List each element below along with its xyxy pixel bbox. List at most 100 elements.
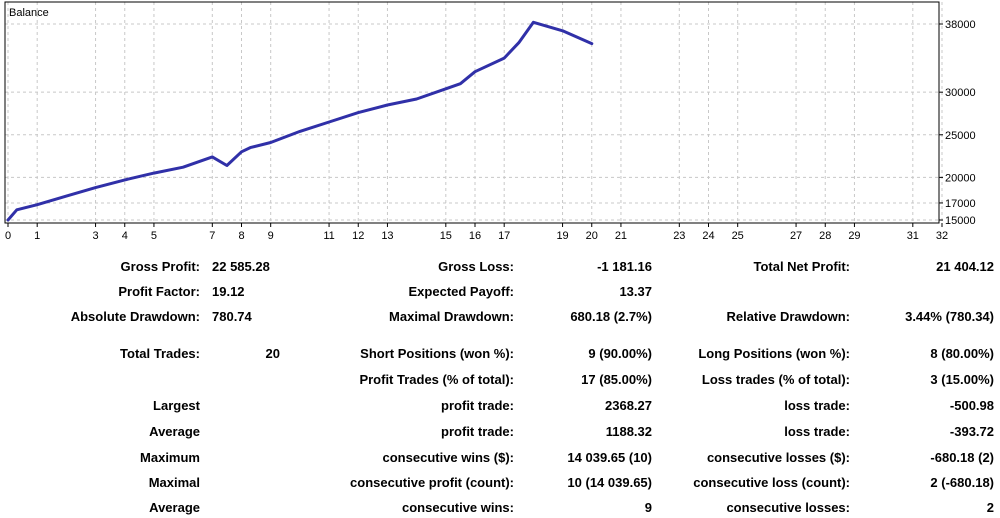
balance-series-line	[6, 20, 594, 222]
grid	[5, 2, 943, 223]
relative-drawdown-label: Relative Drawdown:	[726, 309, 850, 324]
average-consecutive-wins-label: consecutive wins:	[402, 500, 514, 515]
maximal-consecutive-loss-label: consecutive loss (count):	[693, 475, 850, 490]
average-profit-trade-label: profit trade:	[441, 424, 514, 439]
total-trades-value: 20	[265, 346, 280, 361]
largest-loss-trade-value: -500.98	[949, 398, 994, 413]
x-tick-label: 4	[122, 230, 128, 242]
x-tick-label: 19	[556, 230, 568, 242]
long-positions-label: Long Positions (won %):	[698, 346, 850, 361]
y-tick-label: 30000	[945, 87, 976, 99]
profit-factor-label: Profit Factor:	[118, 284, 200, 299]
x-tick-label: 5	[151, 230, 157, 242]
largest-profit-trade-label: profit trade:	[441, 398, 514, 413]
total-trades-label: Total Trades:	[120, 346, 200, 361]
stats-row-3: Absolute Drawdown: 780.74 Maximal Drawdo…	[0, 307, 1000, 327]
x-tick-label: 0	[5, 230, 11, 242]
chart-svg: 0 1 3 4 5 7 8 9 11 12 13 15 16 17 19 20 21 23 24 25 27 28 29 31…	[4, 1, 976, 242]
long-positions-value: 8 (80.00%)	[930, 346, 994, 361]
gross-loss-label: Gross Loss:	[438, 259, 514, 274]
max-consecutive-wins-label: consecutive wins ($):	[382, 450, 514, 465]
average-consecutive-label: Average	[149, 500, 200, 515]
absolute-drawdown-value: 780.74	[212, 309, 252, 324]
x-tick-label: 8	[238, 230, 244, 242]
gross-profit-label: Gross Profit:	[120, 259, 200, 274]
x-tick-label: 15	[440, 230, 452, 242]
statistics-table: Gross Profit: 22 585.28 Gross Loss: -1 1…	[0, 252, 1000, 517]
max-consecutive-losses-value: -680.18 (2)	[930, 450, 994, 465]
y-tick-label: 20000	[945, 172, 976, 184]
gross-loss-value: -1 181.16	[597, 259, 652, 274]
absolute-drawdown-label: Absolute Drawdown:	[70, 309, 200, 324]
x-tick-label: 17	[498, 230, 510, 242]
balance-chart: 0 1 3 4 5 7 8 9 11 12 13 15 16 17 19 20 21 23 24 25 27 28 29 31…	[0, 0, 1000, 245]
stats-row-7: Average profit trade: 1188.32 loss trade…	[0, 422, 1000, 442]
stats-row-6: Largest profit trade: 2368.27 loss trade…	[0, 396, 1000, 416]
x-tick-label: 32	[936, 230, 948, 242]
total-net-profit-label: Total Net Profit:	[753, 259, 850, 274]
maximum-label: Maximum	[140, 450, 200, 465]
maximal-drawdown-value: 680.18 (2.7%)	[570, 309, 652, 324]
profit-trades-value: 17 (85.00%)	[581, 372, 652, 387]
y-tick-label: 15000	[945, 215, 976, 227]
stats-row-10: Average consecutive wins: 9 consecutive …	[0, 498, 1000, 518]
largest-profit-trade-value: 2368.27	[605, 398, 652, 413]
maximal-consecutive-profit-label: consecutive profit (count):	[350, 475, 514, 490]
x-tick-label: 3	[93, 230, 99, 242]
stats-row-5: Profit Trades (% of total): 17 (85.00%) …	[0, 370, 1000, 390]
largest-label: Largest	[153, 398, 200, 413]
x-tick-label: 27	[790, 230, 802, 242]
x-tick-label: 11	[323, 230, 334, 242]
x-tick-label: 13	[381, 230, 393, 242]
maximal-drawdown-label: Maximal Drawdown:	[389, 309, 514, 324]
average-consecutive-losses-label: consecutive losses:	[726, 500, 850, 515]
x-tick-label: 25	[732, 230, 744, 242]
max-consecutive-losses-label: consecutive losses ($):	[706, 450, 850, 465]
largest-loss-trade-label: loss trade:	[784, 398, 850, 413]
maximal-consecutive-profit-value: 10 (14 039.65)	[567, 475, 652, 490]
x-axis: 0 1 3 4 5 7 8 9 11 12 13 15 16 17 19 20 21 23 24 25 27 28 29 31…	[5, 223, 948, 242]
short-positions-value: 9 (90.00%)	[588, 346, 652, 361]
average-profit-trade-value: 1188.32	[605, 424, 652, 439]
loss-trades-label: Loss trades (% of total):	[701, 372, 850, 387]
x-tick-label: 23	[673, 230, 685, 242]
profit-trades-label: Profit Trades (% of total):	[359, 372, 514, 387]
maximal-label: Maximal	[148, 475, 200, 490]
max-consecutive-wins-value: 14 039.65 (10)	[567, 450, 652, 465]
maximal-consecutive-loss-value: 2 (-680.18)	[930, 475, 994, 490]
y-axis: 15000 17000 20000 25000 30000 38000	[939, 19, 976, 227]
x-tick-label: 21	[615, 230, 627, 242]
stats-row-2: Profit Factor: 19.12 Expected Payoff: 13…	[0, 282, 1000, 302]
profit-factor-value: 19.12	[212, 284, 245, 299]
short-positions-label: Short Positions (won %):	[360, 346, 514, 361]
gross-profit-value: 22 585.28	[212, 259, 270, 274]
average-consecutive-losses-value: 2	[986, 500, 994, 515]
stats-row-4: Total Trades: 20 Short Positions (won %)…	[0, 344, 1000, 364]
total-net-profit-value: 21 404.12	[936, 259, 994, 274]
y-tick-label: 38000	[945, 19, 976, 31]
x-tick-label: 24	[702, 230, 714, 242]
x-tick-label: 31	[907, 230, 919, 242]
average-label: Average	[149, 424, 200, 439]
x-tick-label: 7	[209, 230, 215, 242]
average-loss-trade-label: loss trade:	[784, 424, 850, 439]
x-tick-label: 16	[469, 230, 481, 242]
expected-payoff-label: Expected Payoff:	[408, 284, 514, 299]
plot-frame	[4, 1, 940, 224]
legend-label: Balance	[9, 7, 49, 19]
x-tick-label: 12	[352, 230, 364, 242]
stats-row-9: Maximal consecutive profit (count): 10 (…	[0, 473, 1000, 493]
stats-row-1: Gross Profit: 22 585.28 Gross Loss: -1 1…	[0, 257, 1000, 277]
x-tick-label: 20	[586, 230, 598, 242]
y-tick-label: 17000	[945, 198, 976, 210]
relative-drawdown-value: 3.44% (780.34)	[905, 309, 994, 324]
y-tick-label: 25000	[945, 130, 976, 142]
stats-row-8: Maximum consecutive wins ($): 14 039.65 …	[0, 448, 1000, 468]
average-consecutive-wins-value: 9	[644, 500, 652, 515]
average-loss-trade-value: -393.72	[949, 424, 994, 439]
x-tick-label: 9	[268, 230, 274, 242]
x-tick-label: 1	[34, 230, 40, 242]
x-tick-label: 28	[819, 230, 831, 242]
loss-trades-value: 3 (15.00%)	[930, 372, 994, 387]
expected-payoff-value: 13.37	[619, 284, 652, 299]
